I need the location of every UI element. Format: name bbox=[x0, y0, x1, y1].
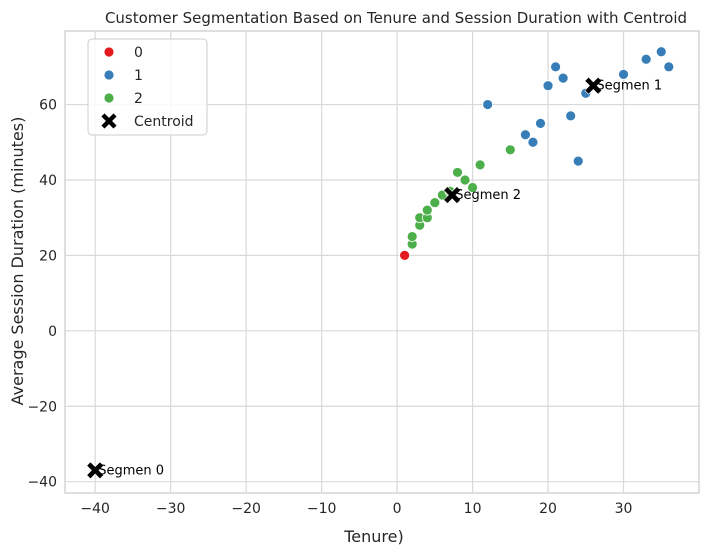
centroid-label: Segmen 1 bbox=[596, 79, 662, 94]
centroid-marker bbox=[443, 186, 462, 204]
data-point bbox=[452, 167, 463, 178]
x-axis-ticks: −40 −30 −20 −10 0 10 20 30 bbox=[80, 501, 632, 517]
x-tick-label: −30 bbox=[156, 501, 186, 517]
data-point bbox=[474, 159, 486, 171]
x-axis-title: Tenure) bbox=[343, 527, 404, 546]
legend-marker bbox=[103, 92, 115, 104]
legend: 0 1 2 Centroid bbox=[87, 38, 208, 136]
legend-frame bbox=[87, 38, 208, 136]
data-point bbox=[421, 204, 433, 216]
centroid-label: Segmen 2 bbox=[455, 188, 521, 203]
x-tick-label: 20 bbox=[539, 501, 557, 517]
x-tick-label: 30 bbox=[615, 501, 633, 517]
data-point bbox=[572, 155, 584, 167]
x-tick-label: −40 bbox=[80, 501, 110, 517]
x-tick-label: −10 bbox=[307, 501, 337, 517]
data-point bbox=[655, 46, 667, 58]
y-tick-label: 60 bbox=[39, 98, 57, 114]
legend-label: 0 bbox=[134, 45, 143, 61]
data-point bbox=[535, 118, 546, 129]
legend-label: 2 bbox=[134, 91, 143, 107]
y-axis-title: Average Session Duration (minutes) bbox=[8, 117, 27, 406]
data-point bbox=[520, 129, 531, 141]
data-point bbox=[618, 68, 629, 80]
chart-title: Customer Segmentation Based on Tenure an… bbox=[105, 9, 687, 27]
data-point bbox=[557, 72, 569, 84]
centroid-marker bbox=[86, 461, 105, 480]
data-point bbox=[467, 182, 478, 193]
legend-marker bbox=[103, 69, 115, 81]
data-point bbox=[663, 61, 675, 73]
centroid-label: Segmen 0 bbox=[98, 463, 164, 478]
data-point bbox=[550, 61, 561, 73]
data-point bbox=[482, 99, 494, 110]
legend-marker bbox=[103, 46, 115, 58]
data-point bbox=[565, 110, 577, 122]
y-tick-label: 20 bbox=[39, 248, 57, 264]
legend-label: Centroid bbox=[134, 114, 194, 130]
legend-marker bbox=[100, 112, 118, 130]
y-tick-label: 40 bbox=[39, 173, 57, 189]
data-point bbox=[399, 249, 411, 261]
data-point bbox=[527, 136, 539, 148]
x-tick-label: 10 bbox=[464, 501, 482, 517]
x-tick-label: 0 bbox=[393, 501, 402, 517]
y-tick-label: −40 bbox=[27, 475, 57, 491]
data-point bbox=[429, 197, 441, 209]
data-point bbox=[459, 174, 471, 186]
data-point bbox=[406, 231, 418, 242]
y-tick-label: 0 bbox=[48, 324, 57, 340]
y-axis-ticks: −40 −20 0 20 40 60 bbox=[27, 98, 57, 491]
legend-label: 1 bbox=[134, 68, 143, 84]
centroid-markers: Segmen 0 Segmen 1 Segmen 2 bbox=[86, 76, 662, 480]
centroid-marker bbox=[584, 76, 603, 95]
data-point bbox=[640, 53, 652, 65]
data-point bbox=[504, 144, 516, 156]
y-tick-label: −20 bbox=[27, 399, 57, 415]
x-tick-label: −20 bbox=[231, 501, 261, 517]
data-point bbox=[542, 80, 554, 92]
